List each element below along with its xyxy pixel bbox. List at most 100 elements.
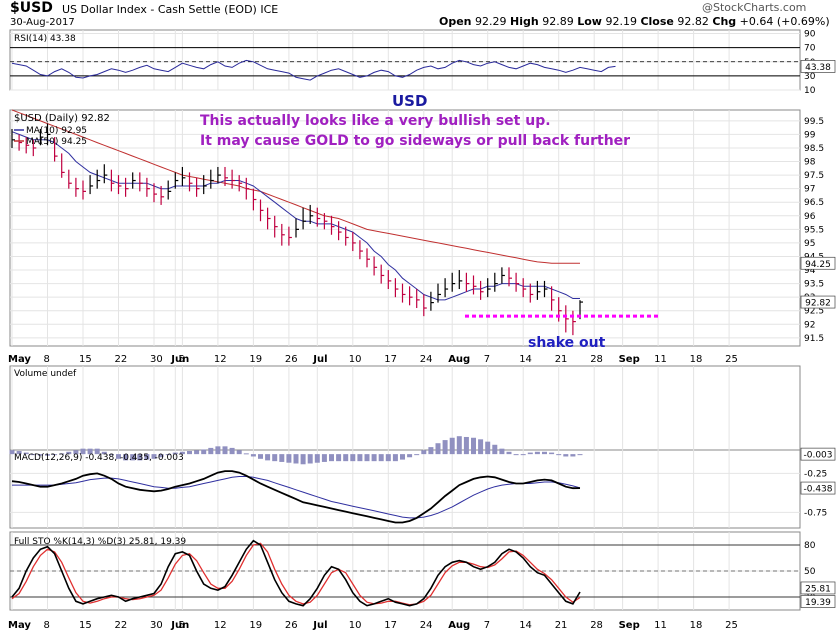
x-tick-label: 5	[178, 354, 184, 365]
close-label: Close	[640, 15, 674, 28]
macd-histogram-bar	[16, 451, 22, 455]
macd-histogram-bar	[378, 454, 384, 462]
x-tick-label-bottom: 30	[150, 620, 163, 631]
x-tick-label-bottom: 24	[420, 620, 433, 631]
x-tick-label-bottom: 7	[484, 620, 490, 631]
open-value: 92.29	[475, 15, 507, 28]
x-tick-label: 17	[384, 354, 397, 365]
macd-histogram-bar	[137, 454, 143, 461]
open-label: Open	[439, 15, 472, 28]
macd-value-tag-1-box	[800, 481, 836, 495]
stockcharts-logo: @StockCharts.com	[702, 1, 807, 14]
x-tick-label-bottom: 12	[214, 620, 227, 631]
macd-histogram-bar	[165, 454, 171, 456]
macd-histogram-bar	[300, 454, 306, 465]
volume-title: Volume undef	[14, 369, 77, 379]
sto-value-tag-1: 19.39	[805, 598, 831, 608]
macd-histogram-bar	[52, 454, 58, 456]
macd-histogram-bar	[314, 454, 320, 463]
macd-histogram-bar	[321, 454, 327, 462]
macd-histogram-bar	[101, 451, 107, 455]
macd-histogram-bar	[87, 448, 93, 455]
macd-histogram-bar	[37, 454, 43, 456]
macd-histogram-bar	[563, 454, 569, 457]
macd-histogram-bar	[577, 454, 583, 456]
macd-histogram-bar	[520, 454, 526, 456]
macd-histogram-bar	[392, 454, 398, 462]
y-tick-label: 94	[804, 266, 816, 276]
x-tick-label-bottom: Jun	[170, 620, 189, 631]
x-tick-label-bottom: 22	[115, 620, 128, 631]
y-tick-label: 97	[804, 185, 815, 195]
x-tick-label: 24	[420, 354, 433, 365]
macd-histogram-bar	[243, 453, 249, 455]
sto-value-tag-0-box	[800, 581, 836, 595]
macd-histogram-bar	[414, 454, 420, 456]
macd-histogram-bar	[371, 454, 377, 462]
x-tick-label-bottom: 28	[590, 620, 603, 631]
x-tick-label-bottom: 17	[384, 620, 397, 631]
sto-value-tag-0: 25.81	[805, 584, 831, 594]
low-value: 92.19	[605, 15, 637, 28]
y-tick-label: 91.5	[804, 334, 824, 344]
macd-histogram-bar	[23, 452, 29, 455]
macd-histogram-bar	[59, 453, 65, 455]
macd-histogram-bar	[236, 450, 242, 455]
macd-histogram-bar	[272, 454, 278, 462]
macd-histogram-bar	[158, 454, 164, 458]
y-tick-label: 95	[804, 239, 815, 249]
macd-histogram-bar	[364, 454, 370, 462]
x-tick-label-bottom: 19	[249, 620, 262, 631]
macd-histogram-bar	[293, 454, 299, 464]
x-tick-label-bottom: 11	[654, 620, 667, 631]
macd-histogram-bar	[449, 437, 455, 455]
y-tick-label: 96	[804, 212, 816, 222]
x-tick-label-bottom: May	[8, 620, 31, 631]
y-tick-label: 90	[804, 30, 816, 40]
rsi-value-tag-box	[800, 60, 836, 73]
x-tick-label: Aug	[448, 354, 470, 365]
x-tick-label-bottom: 26	[285, 620, 298, 631]
x-tick-label-bottom: 21	[555, 620, 568, 631]
macd-histogram-bar	[485, 441, 491, 455]
quote-summary: Open 92.29 High 92.89 Low 92.19 Close 92…	[439, 15, 830, 28]
price-value-tag-0-box	[800, 256, 836, 270]
high-value: 92.89	[542, 15, 574, 28]
macd-histogram-bar	[527, 452, 533, 455]
x-tick-label-bottom: 25	[725, 620, 738, 631]
x-tick-label: 19	[249, 354, 262, 365]
x-tick-label-bottom: 18	[690, 620, 703, 631]
macd-histogram-bar	[194, 450, 200, 455]
annotation-line2: It may cause GOLD to go sideways or pull…	[200, 133, 630, 149]
macd-histogram-bar	[463, 436, 469, 455]
panel-frame-vol	[9, 365, 801, 451]
macd-histogram-bar	[144, 454, 150, 460]
x-tick-label: 10	[349, 354, 362, 365]
y-tick-label: 10	[804, 86, 816, 96]
macd-histogram-bar	[187, 451, 192, 455]
macd-histogram-bar	[307, 454, 313, 464]
chg-value: +0.64 (+0.69%)	[739, 15, 830, 28]
x-tick-label: 22	[115, 354, 128, 365]
x-tick-label: 15	[79, 354, 92, 365]
x-tick-label: Jul	[312, 354, 327, 365]
y-tick-label: 80	[804, 541, 816, 551]
macd-histogram-bar	[66, 451, 72, 455]
macd-value-tag-0-box	[800, 447, 836, 461]
y-tick-label: 99.5	[804, 117, 824, 127]
annotation-shake-out: shake out	[528, 335, 606, 351]
y-tick-label: 70	[804, 44, 816, 54]
annotation-line1: This actually looks like a very bullish …	[200, 113, 551, 129]
macd-histogram-bar	[506, 451, 512, 455]
macd-histogram-bar	[201, 449, 207, 455]
macd-histogram-bar	[172, 452, 178, 455]
price-value-tag-1: 92.82	[805, 299, 831, 309]
macd-histogram-bar	[350, 454, 356, 462]
sto-d-line	[11, 542, 581, 606]
macd-value-tag-0: -0.003	[803, 451, 832, 461]
macd-histogram-bar	[116, 454, 121, 459]
y-tick-label: 99	[804, 130, 816, 140]
y-tick-label: 30	[804, 72, 816, 82]
macd-histogram-bar	[570, 454, 576, 457]
x-tick-label-bottom: 14	[519, 620, 532, 631]
